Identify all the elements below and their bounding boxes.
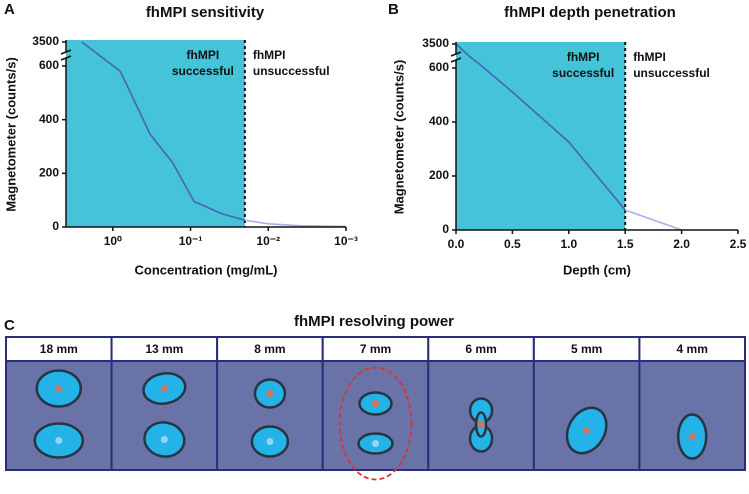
marker-dot	[266, 390, 274, 397]
marker-dot	[160, 436, 168, 443]
annotation: unsuccessful	[633, 66, 710, 80]
axis-break	[450, 57, 462, 63]
y-axis-label: Magnetometer (counts/s)	[391, 60, 406, 215]
x-tick-label: 2.5	[730, 237, 747, 251]
x-tick-label: 10⁻¹	[179, 234, 203, 248]
y-tick-label: 0	[52, 219, 59, 233]
column-label: 7 mm	[360, 342, 391, 356]
y-axis-label: Magnetometer (counts/s)	[3, 57, 18, 212]
x-tick-label: 1.5	[617, 237, 634, 251]
column-label: 8 mm	[254, 342, 285, 356]
success-region	[66, 40, 245, 227]
y-tick-label: 400	[429, 114, 449, 128]
highlight-ring	[338, 366, 413, 481]
column-label: 18 mm	[40, 342, 78, 356]
marker-dot	[583, 427, 591, 434]
annotation: fhMPI	[253, 48, 286, 62]
panel-label: C	[4, 317, 15, 334]
header-cell	[532, 336, 641, 362]
panel-label: A	[4, 1, 15, 18]
y-tick-label: 600	[39, 58, 59, 72]
marker-dot	[688, 433, 696, 440]
header-cell	[321, 336, 430, 362]
y-tick-label: 400	[39, 112, 59, 126]
x-tick-label: 10⁻³	[334, 234, 358, 248]
panel-title: fhMPI resolving power	[294, 313, 454, 330]
column-label: 6 mm	[465, 342, 496, 356]
column-label: 5 mm	[571, 342, 602, 356]
y-tick-label: 200	[429, 168, 449, 182]
marker-dot	[372, 440, 379, 447]
annotation: unsuccessful	[253, 64, 330, 78]
data-line	[455, 43, 626, 211]
y-tick-label: 3500	[422, 36, 449, 50]
y-tick-label: 0	[442, 222, 449, 236]
annotation: fhMPI	[633, 50, 666, 64]
axis-break	[60, 55, 72, 61]
header-cell	[5, 336, 113, 362]
x-tick-label: 1.0	[560, 237, 577, 251]
x-axis-label: Concentration (mg/mL)	[135, 262, 278, 277]
annotation: fhMPI	[187, 48, 220, 62]
header-cell	[110, 336, 219, 362]
x-tick-label: 0.0	[448, 237, 465, 251]
annotation: successful	[552, 66, 614, 80]
column-label: 13 mm	[145, 342, 183, 356]
x-tick-label: 10⁰	[104, 234, 122, 248]
chart-title: fhMPI depth penetration	[504, 4, 676, 21]
data-line	[624, 209, 682, 231]
y-tick-label: 200	[39, 166, 59, 180]
x-tick-label: 10⁻²	[256, 234, 280, 248]
axis-break	[60, 49, 72, 55]
panel-label: B	[388, 1, 399, 18]
marker-dot	[55, 385, 63, 392]
column-label: 4 mm	[677, 342, 708, 356]
annotation: fhMPI	[567, 50, 600, 64]
data-line	[81, 41, 246, 222]
data-line	[244, 219, 347, 228]
marker-dot	[160, 385, 168, 392]
axis-break	[450, 51, 462, 57]
x-axis-label: Depth (cm)	[563, 262, 631, 277]
chart-title: fhMPI sensitivity	[146, 4, 265, 21]
marker-dot	[55, 437, 63, 444]
annotation: successful	[172, 64, 234, 78]
x-tick-label: 0.5	[504, 237, 521, 251]
y-tick-label: 600	[429, 60, 449, 74]
marker-dot	[477, 421, 485, 428]
y-tick-label: 3500	[32, 34, 59, 48]
x-tick-label: 2.0	[673, 237, 690, 251]
success-region	[456, 42, 626, 230]
marker-dot	[372, 400, 379, 407]
marker-dot	[266, 438, 274, 445]
